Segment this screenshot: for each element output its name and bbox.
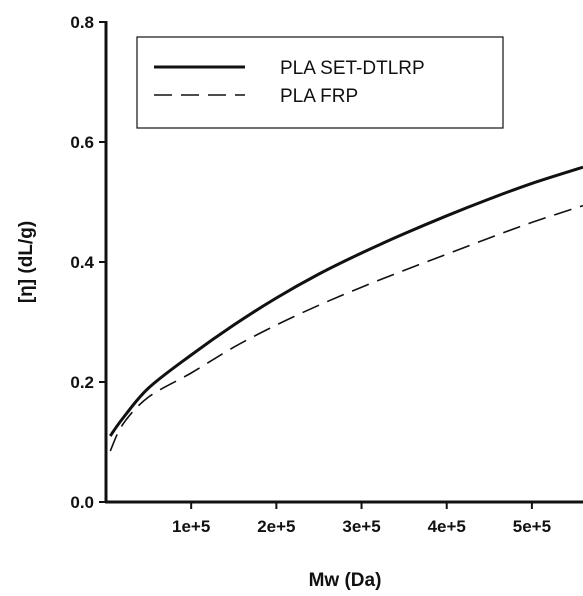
x-tick-label: 2e+5 [257,517,295,536]
legend-label-2: PLA FRP [280,86,358,107]
x-axis-title: Mw (Da) [309,570,382,591]
legend-box [136,36,504,129]
y-axis-title: [η] (dL/g) [16,221,37,303]
x-tick-label: 1e+5 [172,517,210,536]
y-tick-label: 0.4 [70,253,94,272]
x-tick-label: 3e+5 [342,517,380,536]
legend-label-1: PLA SET-DTLRP [280,58,425,79]
ticks-layer: 0.0 0.2 0.4 0.6 0.8 1e+5 2e+5 3e+5 4e+5 5e+5 [70,13,551,536]
series-line-1 [109,165,583,437]
y-tick-label: 0.0 [70,493,94,512]
y-tick-label: 0.8 [70,13,94,32]
series-layer [109,165,583,452]
y-tick-label: 0.2 [70,373,94,392]
legend: PLA SET-DTLRP PLA FRP [136,36,504,129]
x-tick-label: 5e+5 [513,517,551,536]
series-line-2 [109,204,583,452]
y-tick-label: 0.6 [70,133,94,152]
x-tick-label: 4e+5 [428,517,466,536]
